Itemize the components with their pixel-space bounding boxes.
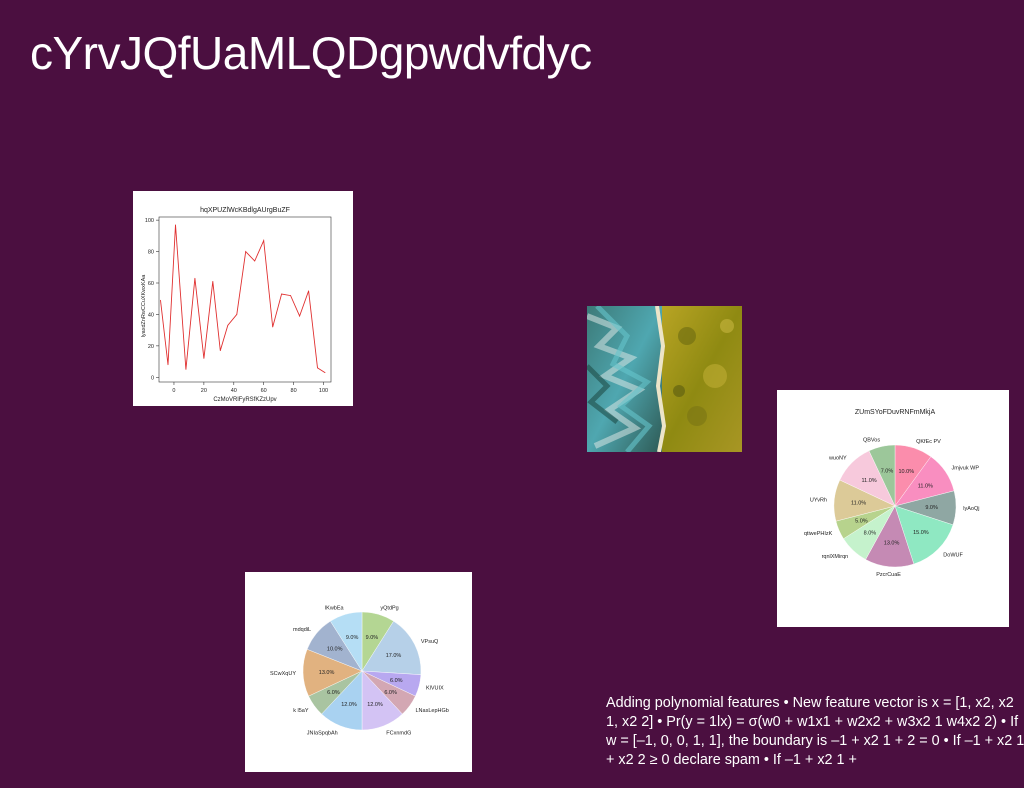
line-point [281, 293, 283, 295]
line-point [299, 315, 300, 317]
pie-chart-1-pct-label: 7.0% [881, 468, 894, 474]
pie-chart-1-category-label: QKfEc PV [916, 439, 941, 445]
line-point [194, 277, 196, 279]
pie-chart-1-category-label: QBVos [863, 437, 880, 443]
line-chart-title: hqXPUZlWcKBdlgAUrgBuZF [200, 207, 290, 214]
x-tick-label: 60 [261, 388, 267, 394]
line-point [245, 251, 247, 252]
landscape-image [587, 306, 742, 452]
line-point [160, 299, 161, 301]
pie-chart-2-pct-label: 9.0% [346, 635, 359, 641]
pie-chart-2-pct-label: 12.0% [341, 702, 357, 708]
pie-chart-2-pct-label: 9.0% [366, 635, 379, 641]
line-chart-xlabel: CzMoVRlFyRSfKZzUpv [213, 397, 276, 403]
pie-chart-1-pct-label: 11.0% [918, 483, 933, 489]
pie-chart-2-category-label: VPsuQ [421, 639, 439, 645]
pie-chart-2-category-label: lKwbEa [325, 606, 345, 612]
x-tick-label: 100 [319, 388, 328, 394]
pie-chart-2-pct-label: 12.0% [367, 702, 383, 708]
x-tick-label: 80 [291, 388, 297, 394]
pie-chart-2-category-label: yQtdPg [380, 606, 398, 612]
pie-chart-1-pct-label: 11.0% [862, 478, 877, 484]
pie-chart-1-pct-label: 9.0% [925, 505, 938, 511]
pie-chart-1-pct-label: 5.0% [855, 519, 868, 525]
pie-chart-2-slice [330, 611, 363, 672]
line-point [203, 358, 205, 359]
y-tick-label: 80 [148, 250, 154, 256]
line-chart-frame [158, 216, 332, 383]
line-chart: hqXPUZlWcKBdlgAUrgBuZF CzMoVRlFyRSfKZzUp… [141, 207, 332, 403]
pie-chart-1-category-label: DoWUF [943, 552, 963, 558]
line-point [308, 290, 309, 292]
pie-chart-2-pct-label: 6.0% [327, 690, 340, 696]
pie-chart-1-category-label: UYvRh [810, 498, 827, 504]
pie-chart-2: 9.0% yQtdPg 17.0% VPsuQ 6.0% KlVUIX 6.0% LNasLe… [270, 606, 449, 737]
line-point [167, 364, 169, 366]
pie-chart-1-pct-label: 11.0% [851, 501, 866, 507]
line-point [324, 372, 326, 373]
pie-chart-2-pct-label: 6.0% [384, 690, 397, 696]
line-point [263, 240, 265, 241]
pie-chart-1-category-label: qtiwePHIzK [804, 531, 833, 537]
pie-chart-1-category-label: Jmjvuk WP [952, 466, 980, 472]
pie-chart-2-category-label: LNasLepHGb [416, 708, 449, 714]
line-point [212, 281, 214, 282]
line-point [219, 350, 221, 351]
pie-chart-2-category-label: KlVUIX [426, 685, 444, 691]
slide-title: cYrvJQfUaMLQDgpwdvfdyc [30, 27, 592, 79]
y-tick-label: 100 [145, 218, 154, 224]
pie-chart-2-category-label: FCxnmdG [386, 730, 411, 736]
line-point [185, 369, 187, 370]
x-tick-label: 20 [201, 388, 207, 394]
aerial-landscape-photo [587, 306, 742, 452]
line-chart-panel: hqXPUZlWcKBdlgAUrgBuZF CzMoVRlFyRSfKZzUp… [133, 191, 353, 406]
pie-chart-1-category-label: wuoNY [828, 456, 847, 462]
line-series [160, 224, 326, 373]
pie-chart-2-pct-label: 13.0% [319, 670, 335, 676]
x-tick-label: 0 [172, 388, 175, 394]
line-chart-ylabel: lyaxdZnRwCCuXKwxKAa [141, 274, 147, 338]
pie-chart-2-category-label: JNIaSpqbAh [307, 730, 338, 736]
pie-chart-2-category-label: mdqdiL [293, 627, 311, 633]
pie-chart-1-pct-label: 15.0% [913, 530, 929, 536]
pie-chart-1-title: ZUmSYoFDuvRNFmMkjA [855, 409, 936, 416]
pie-chart-2-category-label: SCwXqUY [270, 671, 296, 677]
pie-chart-panel-2: 9.0% yQtdPg 17.0% VPsuQ 6.0% KlVUIX 6.0% LNasLe… [245, 572, 472, 772]
line-point [272, 326, 274, 328]
y-tick-label: 40 [148, 312, 154, 318]
pie-chart-panel-1: ZUmSYoFDuvRNFmMkjA 10.0% QKfEc PV 11.0% Jmj… [777, 390, 1009, 627]
line-point [317, 367, 318, 369]
slide-body-text: Adding polynomial features • New feature… [606, 695, 1024, 768]
pie-chart-1: ZUmSYoFDuvRNFmMkjA 10.0% QKfEc PV 11.0% Jmj… [804, 409, 980, 578]
line-point [236, 314, 238, 315]
pie-chart-1-pct-label: 13.0% [884, 540, 900, 546]
pie-chart-1-category-label: PzcrCuaE [876, 572, 901, 578]
y-tick-label: 20 [148, 344, 154, 350]
pie-chart-2-category-label: k l5aY [293, 708, 309, 714]
pie-chart-1-pct-label: 8.0% [864, 531, 877, 537]
line-point [254, 260, 256, 262]
line-point [227, 325, 229, 326]
y-tick-label: 60 [148, 281, 154, 287]
pie-chart-1-slice [894, 505, 954, 565]
y-tick-label: 0 [151, 375, 154, 381]
pie-chart-2-pct-label: 6.0% [390, 678, 403, 684]
line-point [175, 224, 176, 226]
line-point [290, 295, 292, 296]
pie-chart-1-category-label: lyAoQj [963, 506, 979, 512]
pie-chart-1-slice [868, 444, 896, 507]
x-tick-label: 40 [231, 388, 237, 394]
pie-chart-2-slice [361, 620, 422, 675]
pie-chart-2-pct-label: 10.0% [327, 646, 343, 652]
pie-chart-2-pct-label: 17.0% [386, 653, 402, 659]
pie-chart-1-category-label: rqnlXMirqn [822, 554, 849, 560]
pie-chart-1-pct-label: 10.0% [898, 469, 914, 475]
